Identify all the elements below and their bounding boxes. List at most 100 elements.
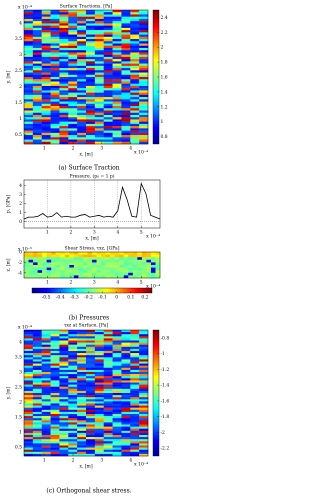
y-axis-label: y, [m] (6, 70, 12, 84)
heatmap-cell (24, 451, 34, 455)
heatmap-cell (86, 123, 96, 127)
heatmap-cell (86, 359, 96, 362)
heatmap-cell (32, 59, 42, 62)
heatmap-cell (139, 369, 149, 373)
heatmap-cell (132, 254, 138, 258)
heatmap-cell (24, 369, 34, 373)
heatmap-cell (24, 378, 34, 381)
x-tick-label: 3 (93, 230, 96, 236)
heatmap-cell (59, 65, 69, 69)
heatmap-cell (130, 108, 140, 111)
heatmap-cell (130, 12, 140, 15)
heatmap-cell (24, 117, 34, 120)
heatmap-cell (130, 372, 140, 375)
heatmap-cell (50, 432, 60, 436)
heatmap-cell (37, 262, 43, 266)
heatmap-cell (59, 54, 69, 58)
heatmap-cell (68, 117, 78, 120)
heatmap-cell (41, 405, 51, 408)
heatmap-cell (96, 275, 102, 279)
heatmap-cell (141, 275, 147, 279)
heatmap-cell (103, 101, 113, 104)
heatmap-cell (86, 119, 96, 122)
heatmap-cell (32, 414, 42, 417)
heatmap-cell (86, 128, 96, 131)
heatmap-cell (32, 23, 42, 26)
heatmap-cell (68, 101, 78, 104)
heatmap-cell (103, 68, 113, 71)
heatmap-cell (50, 74, 60, 78)
heatmap-cell (68, 361, 78, 364)
heatmap-cell (123, 257, 129, 260)
heatmap-cell (59, 25, 69, 29)
heatmap-cell (24, 70, 34, 73)
heatmap-cell (77, 18, 87, 22)
heatmap-cell (139, 432, 149, 436)
heatmap-cell (94, 50, 104, 53)
heatmap-cell (32, 83, 42, 87)
heatmap-cell (86, 416, 96, 419)
heatmap-cell (24, 332, 34, 335)
heatmap-cell (68, 59, 78, 62)
heatmap-cell (32, 99, 42, 102)
heatmap-cell (86, 108, 96, 111)
heatmap-cell (121, 351, 131, 354)
heatmap-cell (86, 414, 96, 417)
heatmap-cell (86, 18, 96, 22)
heatmap-cell (41, 363, 51, 366)
heatmap-cell (41, 16, 51, 20)
heatmap-cell (59, 128, 69, 131)
heatmap-cell (32, 121, 42, 125)
heatmap-cell (112, 34, 122, 37)
heatmap-cell (59, 10, 69, 13)
heatmap-cell (42, 262, 47, 266)
heatmap-cell (86, 103, 96, 107)
heatmap-cell (68, 36, 78, 40)
heatmap-cell (110, 272, 115, 276)
heatmap-cell (119, 275, 124, 279)
heatmap-cell (59, 130, 69, 134)
heatmap-cell (112, 372, 122, 375)
heatmap-cell (68, 426, 78, 429)
heatmap-cell (94, 445, 104, 448)
heatmap-cell (59, 132, 69, 136)
heatmap-cell (114, 270, 120, 273)
heatmap-cell (41, 344, 51, 347)
heatmap-cell (59, 50, 69, 53)
heatmap-cell (139, 422, 149, 425)
heatmap-cell (132, 259, 138, 263)
heatmap-cell (50, 380, 60, 383)
heatmap-cell (94, 426, 104, 429)
heatmap-cell (51, 252, 56, 255)
heatmap-cell (112, 137, 122, 140)
heatmap-cell (121, 97, 131, 100)
heatmap-cell (50, 141, 60, 145)
heatmap-cell (37, 257, 43, 260)
heatmap-cell (139, 21, 149, 24)
heatmap-cell (121, 83, 131, 87)
heatmap-cell (86, 70, 96, 73)
heatmap-cell (94, 61, 104, 64)
heatmap-cell (150, 267, 156, 271)
heatmap-cell (42, 265, 47, 268)
heatmap-cell (50, 393, 60, 396)
heatmap-cell (68, 430, 78, 434)
heatmap-cell (86, 449, 96, 452)
heatmap-cell (78, 270, 84, 273)
heatmap-cell (77, 424, 87, 427)
heatmap-cell (123, 272, 129, 276)
heatmap-cell (68, 50, 78, 53)
heatmap-cell (86, 441, 96, 444)
x-axis-label: x, [m] (79, 152, 92, 158)
heatmap-cell (68, 422, 78, 425)
heatmap-cell (130, 39, 140, 42)
heatmap-cell (24, 54, 34, 58)
heatmap-cell (87, 262, 93, 266)
heatmap-cell (50, 14, 60, 17)
heatmap-cell (50, 451, 60, 455)
heatmap-cell (32, 348, 42, 352)
heatmap-cell (141, 267, 147, 271)
heatmap-cell (32, 369, 42, 373)
heatmap-cell (94, 332, 104, 335)
heatmap-cell (41, 59, 51, 62)
